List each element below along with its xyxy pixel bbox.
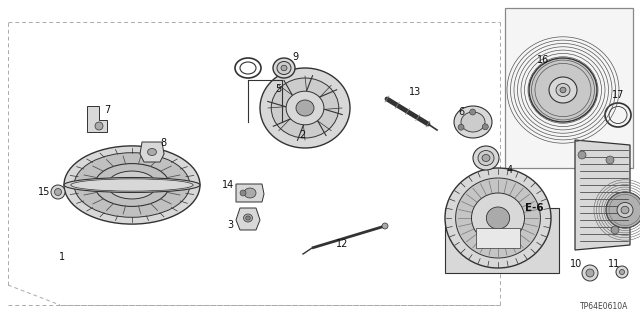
Polygon shape: [87, 106, 107, 132]
Text: 4: 4: [507, 165, 513, 175]
Circle shape: [611, 226, 619, 234]
Text: 7: 7: [104, 105, 110, 115]
Polygon shape: [236, 208, 260, 230]
Circle shape: [582, 265, 598, 281]
Ellipse shape: [478, 151, 494, 166]
Text: 9: 9: [292, 52, 298, 62]
Text: 10: 10: [570, 259, 582, 269]
Ellipse shape: [617, 203, 633, 218]
Ellipse shape: [286, 91, 324, 125]
Ellipse shape: [271, 78, 339, 138]
Text: 15: 15: [38, 187, 50, 197]
Ellipse shape: [260, 68, 350, 148]
Circle shape: [51, 185, 65, 199]
Text: 13: 13: [409, 87, 421, 97]
Circle shape: [586, 269, 594, 277]
Circle shape: [240, 190, 246, 196]
Circle shape: [616, 266, 628, 278]
Ellipse shape: [71, 179, 193, 191]
Text: 17: 17: [612, 90, 624, 100]
Text: 14: 14: [222, 180, 234, 190]
Ellipse shape: [243, 214, 253, 222]
Ellipse shape: [473, 146, 499, 170]
Ellipse shape: [246, 216, 250, 220]
Ellipse shape: [560, 87, 566, 93]
Ellipse shape: [621, 206, 629, 214]
Ellipse shape: [95, 122, 103, 130]
Ellipse shape: [445, 168, 551, 268]
Ellipse shape: [454, 106, 492, 138]
Ellipse shape: [281, 65, 287, 71]
Ellipse shape: [482, 154, 490, 161]
Circle shape: [578, 151, 586, 159]
Polygon shape: [575, 140, 630, 250]
Ellipse shape: [74, 153, 190, 217]
Text: 3: 3: [227, 220, 233, 230]
Circle shape: [458, 124, 464, 130]
Ellipse shape: [486, 207, 509, 229]
Circle shape: [606, 156, 614, 164]
Ellipse shape: [108, 171, 156, 199]
Circle shape: [382, 223, 388, 229]
Ellipse shape: [273, 58, 295, 78]
Text: 8: 8: [160, 138, 166, 148]
Bar: [476, 228, 520, 248]
Ellipse shape: [606, 192, 640, 228]
Text: 2: 2: [299, 130, 305, 140]
Text: 5: 5: [275, 84, 281, 94]
Ellipse shape: [277, 62, 291, 75]
Ellipse shape: [296, 100, 314, 116]
Polygon shape: [445, 208, 559, 273]
Text: 1: 1: [59, 252, 65, 262]
Circle shape: [483, 124, 488, 130]
Ellipse shape: [244, 188, 256, 198]
Ellipse shape: [121, 179, 143, 191]
Circle shape: [620, 270, 625, 275]
Text: 12: 12: [336, 239, 348, 249]
Ellipse shape: [456, 178, 540, 258]
Circle shape: [470, 109, 476, 115]
Ellipse shape: [472, 193, 525, 243]
Ellipse shape: [549, 77, 577, 103]
Bar: [505, 8, 633, 168]
Text: E-6: E-6: [525, 203, 543, 213]
Ellipse shape: [147, 149, 157, 155]
Polygon shape: [236, 184, 264, 202]
Text: 11: 11: [608, 259, 620, 269]
Ellipse shape: [556, 84, 570, 97]
Ellipse shape: [64, 146, 200, 224]
Ellipse shape: [461, 112, 485, 132]
Circle shape: [54, 189, 61, 196]
Ellipse shape: [529, 58, 597, 122]
Text: 16: 16: [537, 55, 549, 65]
Text: 6: 6: [458, 107, 464, 117]
Polygon shape: [140, 142, 164, 162]
Ellipse shape: [64, 177, 200, 192]
Text: TP64E0610A: TP64E0610A: [580, 302, 628, 311]
